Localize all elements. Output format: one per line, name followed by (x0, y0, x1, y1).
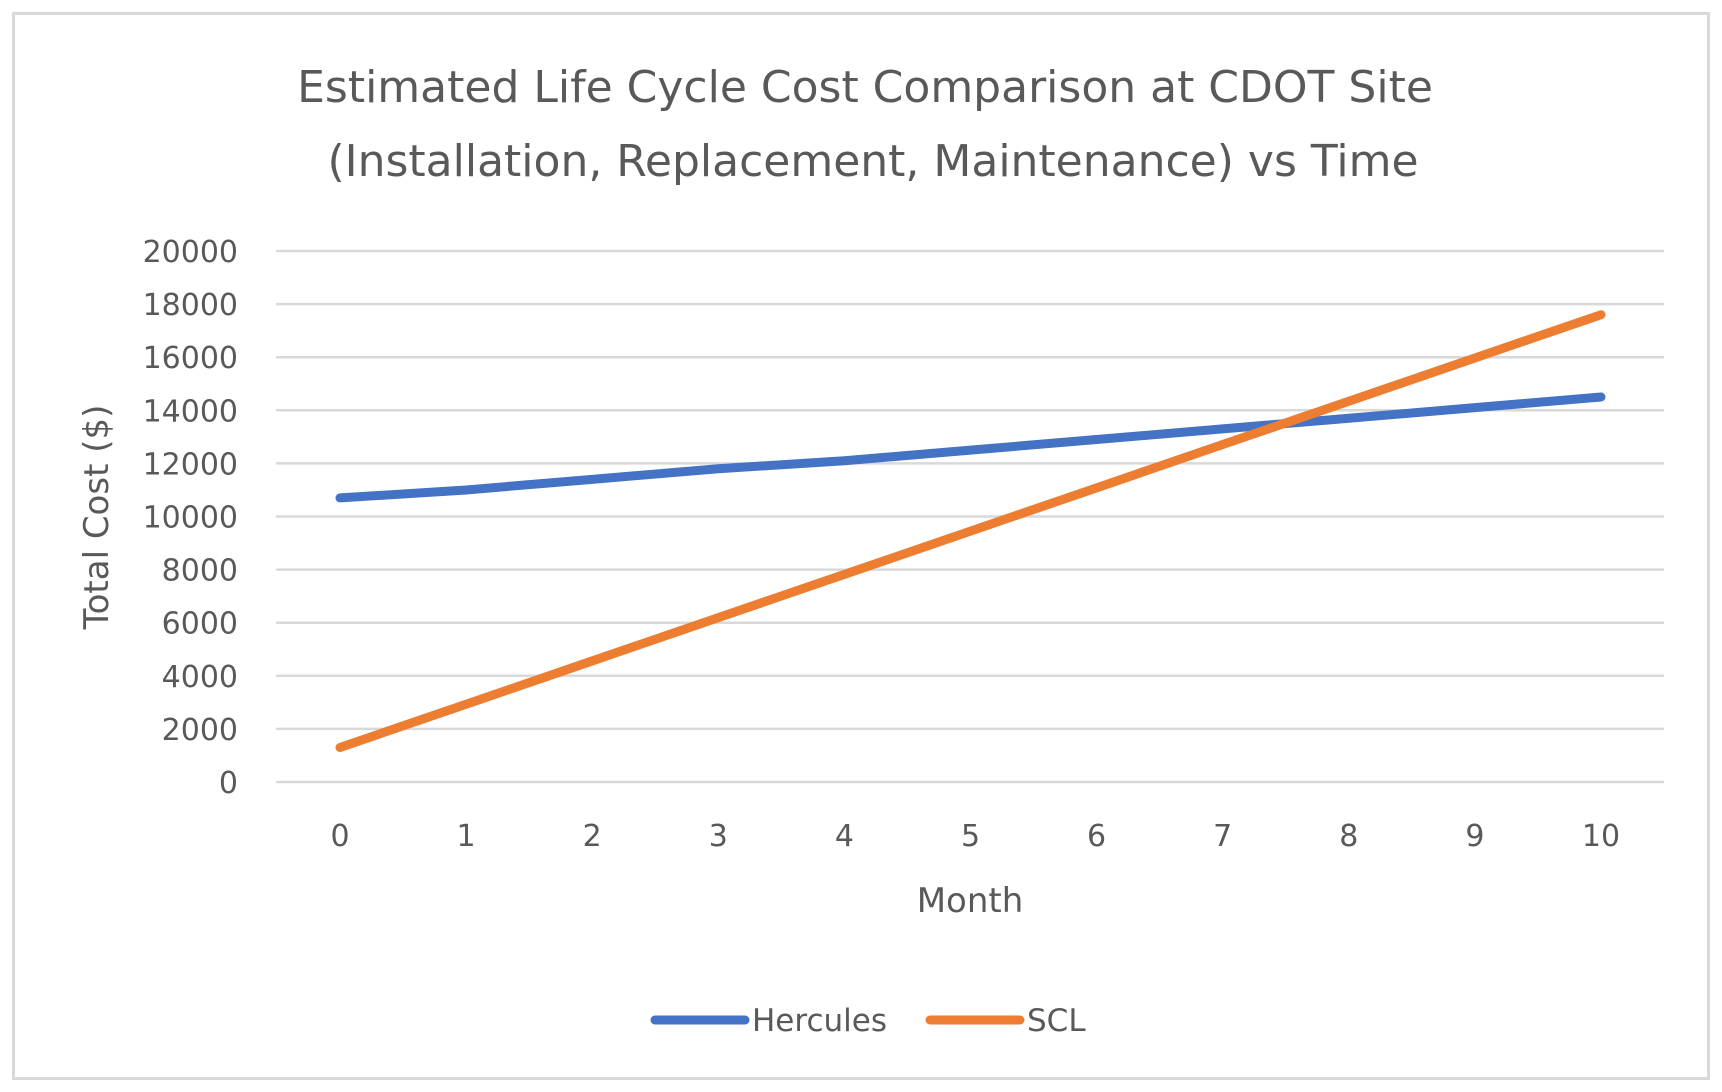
y-tick-label: 8000 (162, 554, 238, 589)
x-tick-label: 10 (1582, 819, 1620, 854)
y-axis-ticks: 0 2000 4000 6000 8000 10000 12000 14000 16000 180… (143, 235, 238, 801)
y-tick-label: 12000 (143, 447, 238, 482)
x-tick-label: 6 (1087, 819, 1106, 854)
x-tick-label: 8 (1339, 819, 1358, 854)
series-line-scl (335, 310, 1606, 752)
y-tick-label: 10000 (143, 501, 238, 536)
y-tick-label: 16000 (143, 341, 238, 376)
y-tick-label: 2000 (162, 713, 238, 748)
y-tick-label: 20000 (143, 235, 238, 270)
chart-frame (12, 12, 1710, 1080)
series-lines (335, 310, 1606, 752)
y-tick-label: 18000 (143, 288, 238, 323)
legend: Hercules SCL (650, 1003, 1086, 1039)
y-tick-label: 0 (219, 766, 238, 801)
legend-label-hercules: Hercules (752, 1003, 887, 1039)
x-tick-label: 0 (330, 819, 349, 854)
x-tick-label: 1 (457, 819, 476, 854)
x-tick-label: 3 (709, 819, 728, 854)
legend-label-scl: SCL (1027, 1003, 1086, 1039)
x-axis-ticks: 0 1 2 3 4 5 6 7 8 9 10 (330, 819, 1620, 854)
y-tick-label: 6000 (162, 607, 238, 642)
y-tick-label: 4000 (162, 660, 238, 695)
chart-title: Estimated Life Cycle Cost Comparison at … (297, 62, 1433, 113)
x-tick-label: 9 (1465, 819, 1484, 854)
gridlines (276, 249, 1664, 784)
x-tick-label: 7 (1213, 819, 1232, 854)
x-axis-title: Month (917, 881, 1024, 921)
chart-subtitle: (Installation, Replacement, Maintenance)… (327, 136, 1418, 187)
y-tick-label: 14000 (143, 394, 238, 429)
y-axis-title: Total Cost ($) (77, 405, 117, 631)
x-tick-label: 4 (835, 819, 854, 854)
x-tick-label: 5 (961, 819, 980, 854)
x-tick-label: 2 (583, 819, 602, 854)
series-line-hercules (335, 392, 1606, 503)
